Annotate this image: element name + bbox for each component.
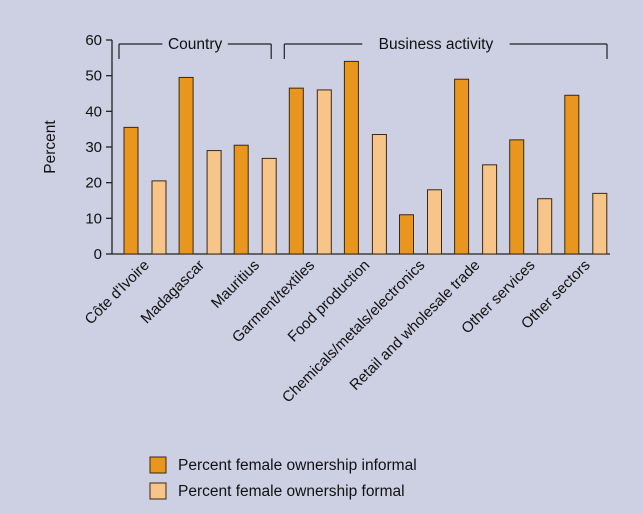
y-tick-label: 40 bbox=[85, 103, 102, 120]
bar-informal bbox=[233, 144, 249, 255]
legend-label: Percent female ownership informal bbox=[178, 457, 417, 474]
legend-swatch bbox=[149, 456, 167, 474]
bar-informal bbox=[178, 76, 194, 255]
bar-formal bbox=[151, 180, 167, 255]
bar-formal bbox=[482, 164, 498, 255]
y-tick-label: 20 bbox=[85, 175, 102, 192]
legend-label: Percent female ownership formal bbox=[178, 483, 405, 500]
bar-informal bbox=[343, 60, 359, 255]
bar-formal bbox=[261, 157, 277, 255]
legend-swatch bbox=[149, 482, 167, 500]
category-label: Mauritius bbox=[208, 257, 263, 312]
bar-informal bbox=[509, 139, 525, 255]
y-tick-label: 10 bbox=[85, 210, 102, 227]
bar-informal bbox=[399, 214, 414, 255]
bar-informal bbox=[564, 94, 580, 255]
y-tick-label: 30 bbox=[85, 139, 102, 156]
bar-formal bbox=[316, 89, 332, 255]
bar-formal bbox=[371, 134, 387, 255]
bar-formal bbox=[206, 150, 222, 255]
y-tick-label: 50 bbox=[85, 68, 102, 85]
y-axis-title: Percent bbox=[42, 120, 59, 174]
group-label: Country bbox=[168, 36, 223, 53]
bar-formal bbox=[427, 189, 442, 255]
bar-informal bbox=[288, 87, 304, 255]
bar-informal bbox=[123, 126, 139, 255]
bar-formal bbox=[537, 198, 553, 255]
bar-formal bbox=[592, 192, 608, 255]
y-tick-label: 60 bbox=[85, 32, 102, 49]
y-tick-label: 0 bbox=[94, 246, 102, 263]
bar-informal bbox=[454, 78, 470, 255]
group-label: Business activity bbox=[379, 36, 494, 53]
